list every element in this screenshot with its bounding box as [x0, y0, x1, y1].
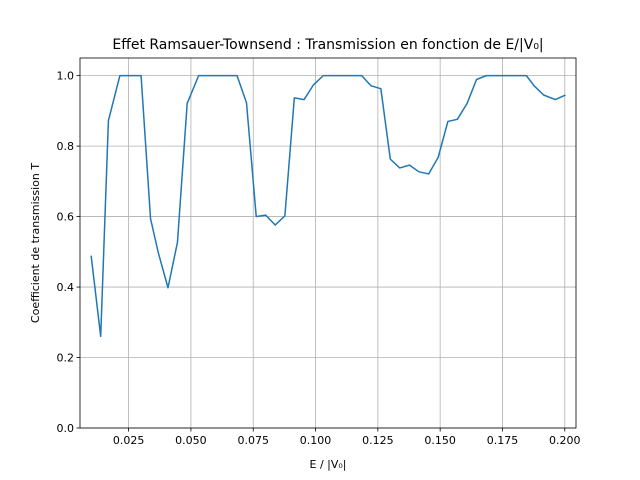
y-tick-label: 0.8	[57, 140, 75, 153]
x-tick-label: 0.150	[424, 434, 456, 447]
y-tick-label: 0.0	[57, 422, 75, 435]
x-tick-label: 0.075	[237, 434, 269, 447]
x-tick-label: 0.100	[300, 434, 332, 447]
x-tick-label: 0.050	[175, 434, 207, 447]
ticks: 0.025 0.050 0.075 0.100 0.125 0.150 0.175 0.200…	[57, 70, 581, 447]
chart-title: Effet Ramsauer-Townsend : Transmission e…	[112, 37, 543, 53]
x-tick-label: 0.025	[113, 434, 145, 447]
x-tick-label: 0.200	[549, 434, 581, 447]
series-layer	[90, 74, 566, 338]
y-axis-label: Coefficient de transmission T	[29, 163, 42, 323]
series-line-transmission	[90, 74, 566, 338]
y-tick-label: 1.0	[57, 70, 75, 83]
y-tick-label: 0.2	[57, 352, 75, 365]
y-tick-label: 0.4	[57, 281, 75, 294]
y-tick-label: 0.6	[57, 211, 75, 224]
x-tick-label: 0.175	[487, 434, 519, 447]
plot-frame	[79, 57, 577, 429]
x-tick-label: 0.125	[362, 434, 394, 447]
x-axis-label: E / |V₀|	[310, 458, 347, 471]
